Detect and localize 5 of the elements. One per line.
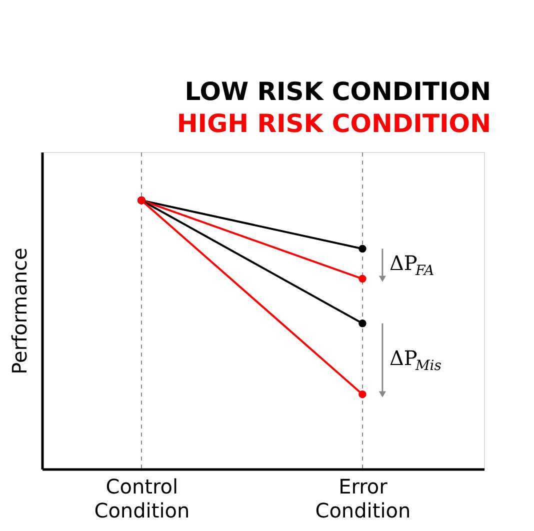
y-axis-title: Performance bbox=[8, 248, 32, 374]
text: LOW RISK CONDITION bbox=[184, 77, 491, 106]
text: HIGH RISK CONDITION bbox=[176, 109, 491, 138]
x-tick-label: Error Condition bbox=[315, 474, 411, 522]
x-tick-label: Control Condition bbox=[94, 474, 190, 522]
